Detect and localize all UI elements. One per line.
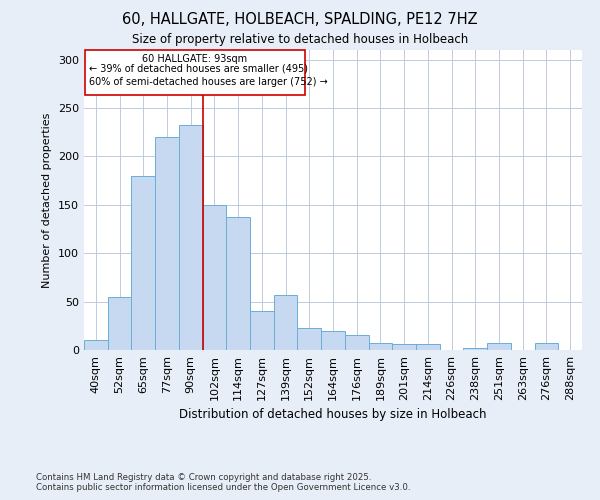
X-axis label: Distribution of detached houses by size in Holbeach: Distribution of detached houses by size … bbox=[179, 408, 487, 422]
Bar bbox=[84, 340, 108, 350]
Y-axis label: Number of detached properties: Number of detached properties bbox=[43, 112, 52, 288]
Text: 60, HALLGATE, HOLBEACH, SPALDING, PE12 7HZ: 60, HALLGATE, HOLBEACH, SPALDING, PE12 7… bbox=[122, 12, 478, 28]
Bar bbox=[108, 297, 131, 350]
Bar bbox=[416, 344, 440, 350]
Bar bbox=[321, 330, 345, 350]
Bar bbox=[203, 205, 226, 350]
Bar bbox=[368, 343, 392, 350]
FancyBboxPatch shape bbox=[85, 50, 305, 96]
Text: 60% of semi-detached houses are larger (752) →: 60% of semi-detached houses are larger (… bbox=[89, 77, 328, 87]
Bar bbox=[345, 336, 368, 350]
Bar bbox=[250, 312, 274, 350]
Bar bbox=[155, 137, 179, 350]
Bar bbox=[298, 328, 321, 350]
Bar bbox=[274, 295, 298, 350]
Text: ← 39% of detached houses are smaller (495): ← 39% of detached houses are smaller (49… bbox=[89, 64, 308, 74]
Text: Contains HM Land Registry data © Crown copyright and database right 2025.
Contai: Contains HM Land Registry data © Crown c… bbox=[36, 473, 410, 492]
Bar bbox=[179, 124, 203, 350]
Bar bbox=[463, 348, 487, 350]
Text: Size of property relative to detached houses in Holbeach: Size of property relative to detached ho… bbox=[132, 32, 468, 46]
Bar bbox=[131, 176, 155, 350]
Text: 60 HALLGATE: 93sqm: 60 HALLGATE: 93sqm bbox=[142, 54, 247, 64]
Bar bbox=[487, 343, 511, 350]
Bar bbox=[535, 343, 558, 350]
Bar bbox=[392, 344, 416, 350]
Bar bbox=[226, 218, 250, 350]
